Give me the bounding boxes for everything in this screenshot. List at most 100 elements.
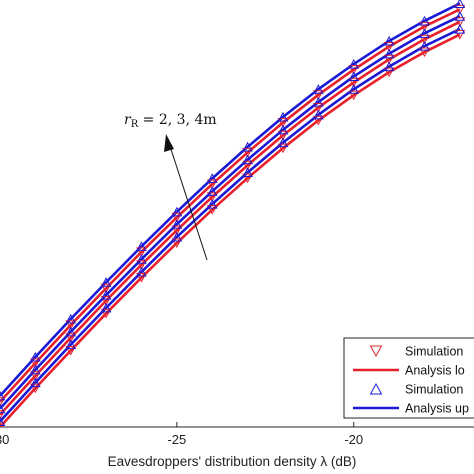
series-line-blue [0, 27, 461, 423]
series-point-red [419, 34, 430, 45]
series-point-blue [242, 167, 253, 178]
series-point-blue [313, 96, 324, 107]
series-line-red [0, 20, 461, 416]
series-line-red [0, 8, 461, 403]
series-point-red [454, 30, 466, 40]
series-point-red [136, 273, 147, 283]
series-line-red [0, 33, 461, 427]
series-point-red [100, 308, 112, 319]
series-point-red [242, 147, 253, 158]
series-point-blue [277, 137, 289, 148]
series-point-blue [454, 23, 466, 34]
series-point-red [383, 67, 395, 78]
series-point-red [0, 410, 6, 420]
series-point-red [171, 238, 183, 249]
series-point-blue [419, 41, 430, 51]
series-point-blue [136, 254, 147, 264]
series-point-blue [0, 403, 6, 414]
legend-marker-swatch [369, 383, 383, 395]
legend-label: Simulation [405, 383, 463, 397]
series-point-red [100, 296, 112, 306]
series-point-blue [65, 326, 77, 337]
series-point-blue [348, 58, 360, 69]
series-point-red [206, 179, 218, 190]
plot-area [0, 0, 466, 427]
annotation-group: rR = 2, 3, 4m [124, 112, 217, 261]
series-point-blue [454, 11, 466, 21]
series-point-red [454, 4, 466, 15]
series-line-blue [0, 2, 461, 397]
series-point-blue [100, 277, 112, 287]
series-point-blue [383, 35, 395, 46]
series-point-blue [136, 266, 147, 277]
series-point-red [383, 41, 395, 52]
series-point-red [30, 358, 41, 369]
series-point-blue [171, 219, 183, 229]
series-point-blue [348, 71, 360, 81]
series-point-blue [65, 313, 77, 324]
legend-label: Analysis lo [405, 364, 465, 378]
series-point-red [419, 21, 430, 32]
series-point-blue [313, 109, 324, 120]
series-point-red [171, 212, 183, 223]
series-point-red [383, 54, 395, 65]
series-point-blue [171, 206, 183, 217]
series-point-blue [65, 339, 77, 350]
series-point-red [242, 173, 253, 184]
annotation-text: rR = 2, 3, 4m [124, 112, 217, 130]
series-point-blue [206, 173, 218, 184]
annotation-arrow-head [164, 134, 174, 152]
series-line-blue [0, 15, 461, 410]
series-point-blue [30, 351, 41, 362]
series-point-blue [454, 0, 466, 8]
series-point-blue [0, 390, 6, 401]
series-point-blue [100, 289, 112, 300]
series-point-blue [242, 154, 253, 165]
series-point-blue [419, 15, 430, 26]
series-point-blue [136, 241, 147, 251]
series-point-red [136, 260, 147, 270]
series-point-red [348, 90, 360, 101]
series-point-blue [100, 302, 112, 313]
series-point-red [348, 77, 360, 88]
series-point-blue [0, 416, 6, 426]
series-point-red [65, 320, 77, 331]
series-point-blue [30, 377, 41, 388]
series-point-red [65, 333, 77, 343]
series-point-blue [419, 28, 430, 38]
series-point-blue [313, 84, 324, 94]
series-point-red [454, 17, 466, 27]
series-point-blue [242, 141, 253, 152]
series-point-blue [206, 199, 218, 209]
series-point-red [313, 103, 324, 113]
series-point-red [30, 371, 41, 381]
series-point-red [100, 283, 112, 294]
legend-label: Simulation [405, 345, 463, 359]
series-point-blue [383, 48, 395, 59]
x-axis-ticks: -30 -25 -20 [0, 422, 363, 447]
series-point-blue [277, 111, 289, 122]
series-point-red [419, 47, 430, 58]
x-tick-label: -25 [167, 432, 186, 447]
series-point-red [206, 205, 218, 215]
legend: Simulation Analysis lo Simulation Analysis … [343, 337, 474, 419]
series-point-red [65, 346, 77, 356]
x-tick-label: -20 [344, 432, 363, 447]
annotation-arrow-shaft [167, 139, 208, 261]
legend-box [343, 337, 474, 419]
legend-label: Analysis up [405, 402, 469, 416]
series-point-red [206, 192, 218, 202]
x-axis-label: Eavesdroppers' distribution density λ (d… [108, 454, 357, 469]
series-point-red [277, 143, 289, 154]
series-point-red [171, 225, 183, 236]
series-point-red [30, 383, 41, 394]
series-point-blue [171, 231, 183, 242]
series-point-red [348, 65, 360, 75]
series-point-red [313, 90, 324, 100]
series-point-red [0, 397, 6, 407]
series-point-red [136, 247, 147, 258]
series-point-blue [206, 186, 218, 196]
x-tick-label: -30 [0, 432, 9, 447]
series-point-red [277, 130, 289, 141]
